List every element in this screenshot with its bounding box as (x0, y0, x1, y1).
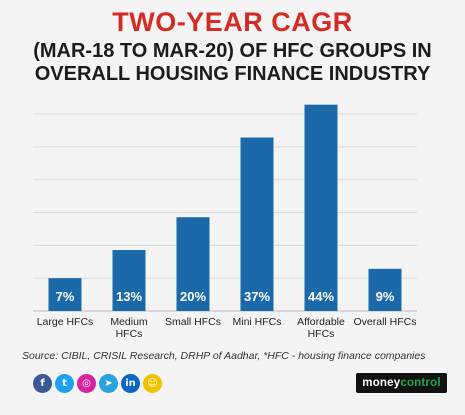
x-tick-label: Large HFCs (37, 316, 94, 328)
bar (48, 278, 82, 311)
x-tick-label: HFCs (116, 328, 143, 340)
x-tick-label: Overall HFCs (353, 316, 416, 328)
source-note: Source: CIBIL, CRISIL Research, DRHP of … (22, 350, 426, 362)
moneycontrol-logo[interactable]: moneycontrol (356, 373, 447, 393)
data-label: 9% (376, 289, 395, 304)
bar (176, 217, 210, 311)
data-label: 7% (56, 289, 75, 304)
facebook-icon[interactable]: f (33, 374, 52, 393)
x-tick-label: Medium (110, 316, 148, 328)
bar (368, 268, 402, 311)
bar (240, 137, 274, 311)
twitter-icon[interactable]: t (55, 374, 74, 393)
bar (112, 250, 146, 311)
x-tick-label: Small HFCs (165, 316, 221, 328)
brand-part-control: control (400, 377, 441, 389)
x-tick-label: Affordable (297, 316, 345, 328)
snapchat-icon[interactable]: ☺ (143, 374, 162, 393)
brand-part-money: money (362, 377, 401, 389)
data-label: 20% (180, 289, 206, 304)
bar (304, 104, 338, 311)
chart-subtitle: (MAR-18 TO MAR-20) OF HFC GROUPS IN OVER… (33, 40, 432, 85)
chart-title: TWO-YEAR CAGR (112, 7, 353, 37)
data-label: 13% (116, 289, 142, 304)
instagram-icon[interactable]: ◎ (77, 374, 96, 393)
data-label: 37% (244, 289, 270, 304)
telegram-icon[interactable]: ➤ (99, 374, 118, 393)
linkedin-icon[interactable]: in (121, 374, 140, 393)
x-tick-label: HFCs (308, 328, 335, 340)
data-label: 44% (308, 289, 334, 304)
x-tick-label: Mini HFCs (233, 316, 282, 328)
